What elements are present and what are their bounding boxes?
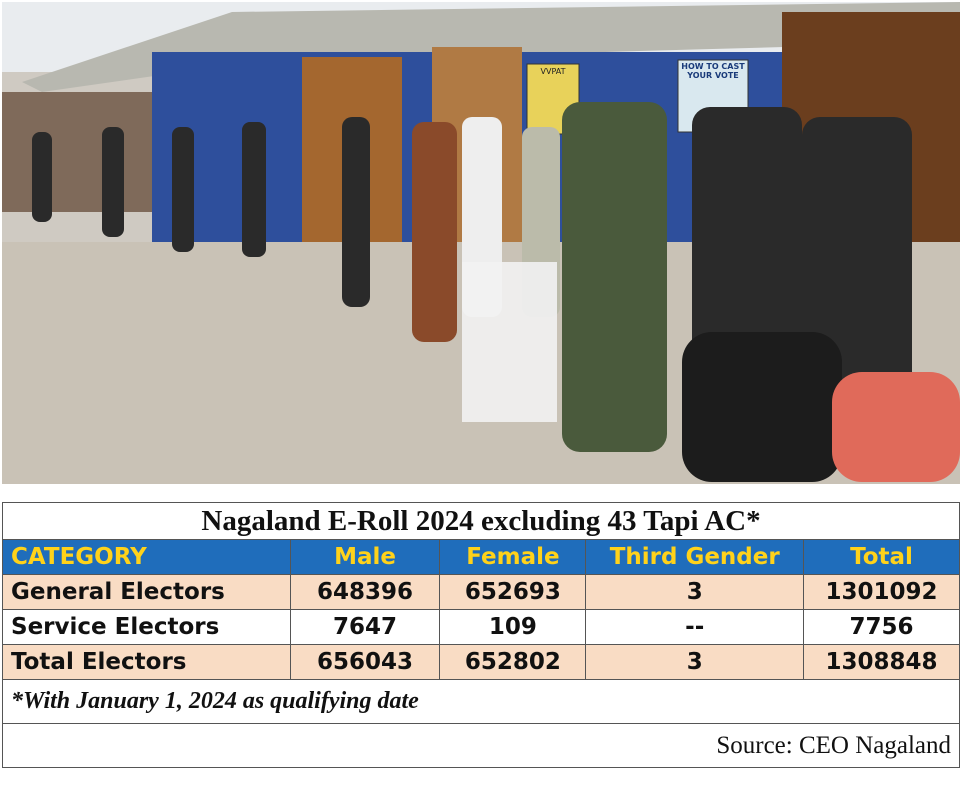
header-cell: CATEGORY xyxy=(2,539,291,575)
source: Source: CEO Nagaland xyxy=(2,723,960,768)
row-label: Total Electors xyxy=(2,644,291,680)
header-row: CATEGORY Male Female Third Gender Total xyxy=(2,539,960,575)
header-cell: Third Gender xyxy=(585,539,805,575)
source-row: Source: CEO Nagaland xyxy=(2,723,960,768)
photo: VVPAT HOW TO CAST YOUR VOTE xyxy=(2,2,960,484)
value-cell: 1308848 xyxy=(803,644,960,680)
title-row: Nagaland E-Roll 2024 excluding 43 Tapi A… xyxy=(2,502,960,540)
value-cell: 7647 xyxy=(289,609,441,645)
value-cell: 652693 xyxy=(439,574,587,610)
value-cell: -- xyxy=(585,609,805,645)
row-label: Service Electors xyxy=(2,609,291,645)
value-cell: 1301092 xyxy=(803,574,960,610)
value-cell: 7756 xyxy=(803,609,960,645)
value-cell: 656043 xyxy=(289,644,441,680)
value-cell: 3 xyxy=(585,644,805,680)
data-row: General Electors 648396 652693 3 1301092 xyxy=(2,574,960,610)
data-row: Total Electors 656043 652802 3 1308848 xyxy=(2,644,960,680)
footnote: *With January 1, 2024 as qualifying date xyxy=(2,679,960,724)
data-row: Service Electors 7647 109 -- 7756 xyxy=(2,609,960,645)
sign-text: VVPAT xyxy=(541,67,566,76)
table-title: Nagaland E-Roll 2024 excluding 43 Tapi A… xyxy=(2,502,960,540)
row-label: General Electors xyxy=(2,574,291,610)
header-cell: Male xyxy=(289,539,441,575)
header-cell: Female xyxy=(439,539,587,575)
value-cell: 648396 xyxy=(289,574,441,610)
sign-text: HOW TO CAST YOUR VOTE xyxy=(681,62,745,80)
footnote-row: *With January 1, 2024 as qualifying date xyxy=(2,679,960,724)
value-cell: 109 xyxy=(439,609,587,645)
header-cell: Total xyxy=(803,539,960,575)
value-cell: 652802 xyxy=(439,644,587,680)
value-cell: 3 xyxy=(585,574,805,610)
electoral-roll-table: Nagaland E-Roll 2024 excluding 43 Tapi A… xyxy=(2,502,960,768)
